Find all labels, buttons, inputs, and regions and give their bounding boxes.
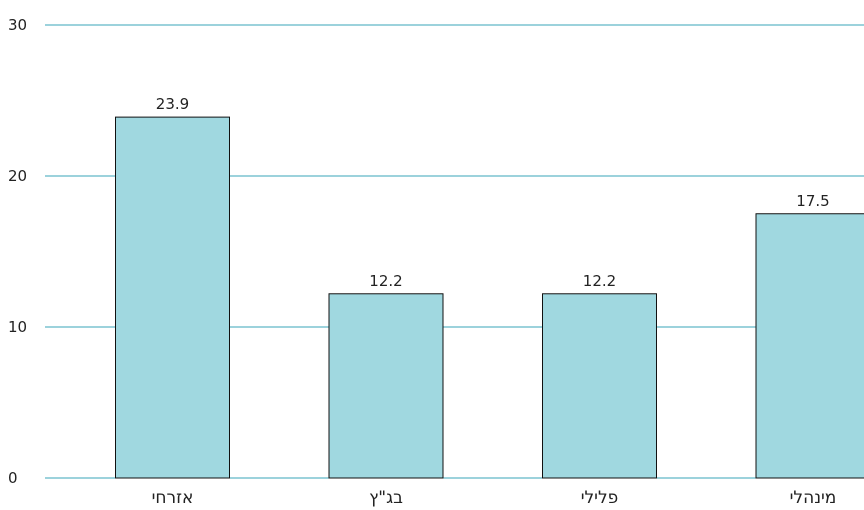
y-tick-label-10: 10 <box>8 318 27 336</box>
bar-2 <box>542 293 657 479</box>
category-label-0: אזרחי <box>152 488 194 508</box>
bar-0 <box>115 116 230 479</box>
data-label-1: 12.2 <box>369 272 402 290</box>
y-tick-label-20: 20 <box>8 167 27 185</box>
data-label-3: 17.5 <box>796 192 829 210</box>
bars <box>115 116 864 479</box>
bar-1 <box>328 293 444 479</box>
x-axis-category-labels: אזרחי בג"ץ פלילי מינהלי <box>152 488 837 508</box>
data-label-0: 23.9 <box>156 95 189 113</box>
data-label-2: 12.2 <box>583 272 616 290</box>
category-label-1: בג"ץ <box>369 488 403 508</box>
y-tick-label-30: 30 <box>8 16 27 34</box>
y-tick-label-0: 0 <box>8 469 18 487</box>
category-label-2: פלילי <box>581 488 619 508</box>
y-axis-tick-labels: 0 10 20 30 <box>8 16 27 487</box>
bar-3 <box>755 213 864 479</box>
category-label-3: מינהלי <box>790 488 837 508</box>
data-labels: 23.9 12.2 12.2 17.5 <box>156 95 830 290</box>
